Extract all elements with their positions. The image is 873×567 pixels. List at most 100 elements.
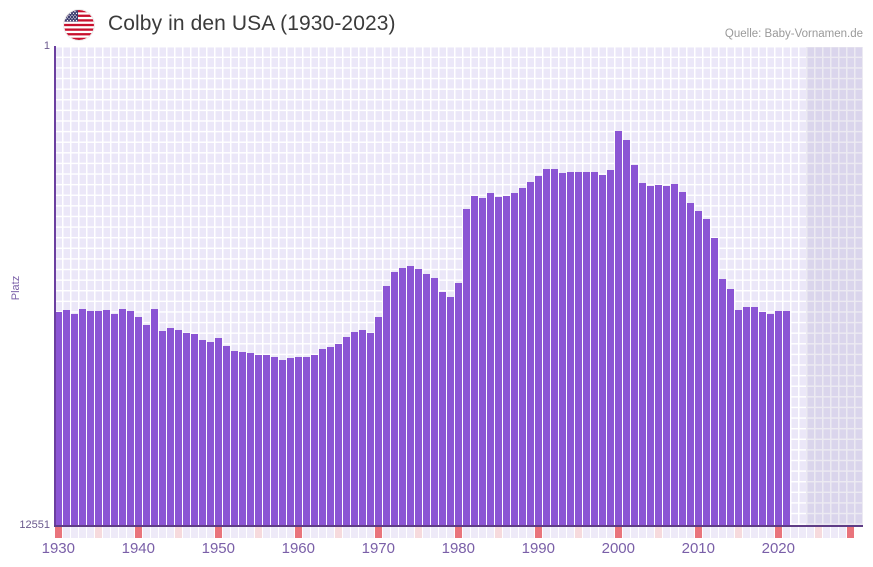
x-tick: [191, 527, 198, 538]
x-axis-labels: 1930 1940 1950 1960 1970 1980 1990 2000 2010 2020: [42, 540, 863, 564]
x-tick: [511, 527, 518, 538]
bar: [423, 273, 430, 525]
bar: [695, 210, 702, 525]
x-tick: [399, 527, 406, 538]
x-tick: [471, 527, 478, 538]
x-tick-2010: [695, 527, 702, 538]
x-tick: [807, 527, 814, 538]
bar: [199, 340, 206, 525]
x-tick: [431, 527, 438, 538]
bar: [519, 188, 526, 525]
x-tick: [343, 527, 350, 538]
x-tick: [831, 527, 838, 538]
bar: [759, 311, 766, 525]
bar: [599, 174, 606, 525]
bar: [407, 265, 414, 525]
x-axis-tick-label: 1960: [281, 540, 315, 557]
bar: [687, 203, 694, 525]
bar: [319, 349, 326, 525]
x-tick: [199, 527, 206, 538]
bar: [279, 359, 286, 525]
x-tick: [207, 527, 214, 538]
bar: [215, 337, 222, 525]
x-tick-2015: [735, 527, 742, 538]
bar: [463, 208, 470, 525]
x-tick: [359, 527, 366, 538]
x-tick: [679, 527, 686, 538]
x-tick: [623, 527, 630, 538]
bar: [607, 170, 614, 525]
x-axis-tick-label: 1980: [441, 540, 475, 557]
x-tick: [143, 527, 150, 538]
bar: [743, 307, 750, 525]
x-tick: [791, 527, 798, 538]
bar: [767, 314, 774, 525]
x-tick-1985: [495, 527, 502, 538]
bar: [159, 331, 166, 525]
x-tick: [727, 527, 734, 538]
x-tick: [327, 527, 334, 538]
bar: [375, 317, 382, 525]
bar: [231, 350, 238, 525]
bar: [111, 313, 118, 525]
x-tick: [119, 527, 126, 538]
bar-series: [55, 47, 863, 525]
bar: [711, 237, 718, 525]
us-flag-icon: [64, 10, 94, 40]
bar: [263, 355, 270, 525]
x-tick: [79, 527, 86, 538]
x-tick: [671, 527, 678, 538]
x-tick: [639, 527, 646, 538]
x-tick: [463, 527, 470, 538]
bar: [511, 193, 518, 525]
bar: [351, 331, 358, 525]
no-data-region: [806, 47, 863, 525]
x-tick: [527, 527, 534, 538]
bar: [79, 308, 86, 525]
x-tick: [439, 527, 446, 538]
x-tick: [319, 527, 326, 538]
bar: [399, 267, 406, 525]
bar: [71, 313, 78, 525]
bar: [359, 329, 366, 525]
x-tick: [631, 527, 638, 538]
bar: [471, 195, 478, 525]
x-tick: [263, 527, 270, 538]
bar: [439, 291, 446, 525]
bar: [679, 192, 686, 525]
x-tick-1930: [55, 527, 62, 538]
bar: [735, 309, 742, 525]
x-tick: [487, 527, 494, 538]
source-note: Quelle: Baby-Vornamen.de: [724, 28, 863, 40]
x-axis-tick-label: 2000: [601, 540, 635, 557]
x-tick: [103, 527, 110, 538]
x-tick: [591, 527, 598, 538]
bar: [567, 171, 574, 525]
x-tick: [607, 527, 614, 538]
bar: [271, 356, 278, 525]
bar: [671, 184, 678, 525]
bar: [575, 171, 582, 525]
bar: [391, 271, 398, 525]
bar: [663, 186, 670, 525]
x-tick-1970: [375, 527, 382, 538]
x-tick: [447, 527, 454, 538]
bar: [447, 297, 454, 525]
bar: [207, 341, 214, 525]
bar: [223, 345, 230, 525]
x-tick-1965: [335, 527, 342, 538]
x-axis-tick-label: 1930: [41, 540, 75, 557]
bar: [431, 277, 438, 525]
x-tick-1955: [255, 527, 262, 538]
bar: [135, 317, 142, 525]
x-tick: [519, 527, 526, 538]
x-tick: [687, 527, 694, 538]
page-title: Colby in den USA (1930-2023): [108, 12, 396, 35]
x-tick: [423, 527, 430, 538]
x-tick-1950: [215, 527, 222, 538]
x-tick: [247, 527, 254, 538]
x-tick: [167, 527, 174, 538]
bar: [647, 185, 654, 525]
x-tick: [479, 527, 486, 538]
